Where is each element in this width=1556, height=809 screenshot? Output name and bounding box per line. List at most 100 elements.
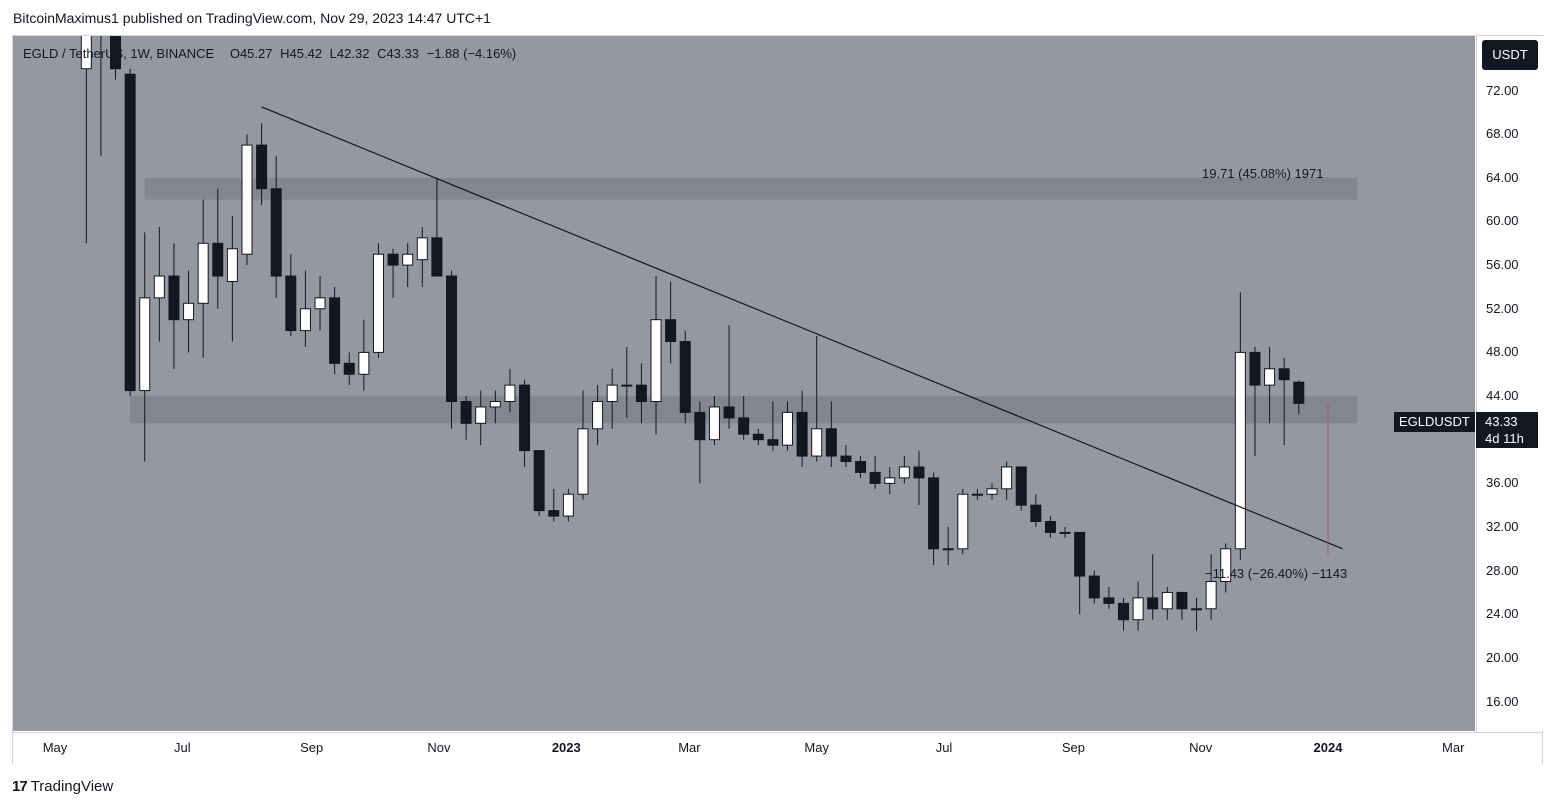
bullish-candle: [1059, 531, 1071, 534]
bearish-candle: [256, 144, 268, 190]
bullish-candle: [80, 36, 92, 70]
bullish-candle: [402, 253, 414, 266]
time-tick-label: 2023: [551, 740, 581, 755]
bearish-candle: [1088, 575, 1100, 599]
bullish-candle: [1191, 608, 1203, 611]
bullish-candle: [299, 308, 311, 332]
bullish-candle: [1001, 466, 1013, 490]
bullish-candle: [592, 401, 604, 430]
symbol-tag: EGLDUSDT: [1394, 412, 1475, 432]
bearish-candle: [533, 450, 545, 512]
footer-brand-text: TradingView: [30, 778, 114, 795]
bullish-candle: [577, 428, 589, 495]
bearish-candle: [96, 3, 106, 25]
price-tick-label: 56.00: [1486, 257, 1519, 273]
bullish-candle: [884, 477, 896, 484]
bearish-candle: [1030, 504, 1042, 523]
bearish-candle: [1074, 531, 1086, 577]
time-tick-label: 2024: [1313, 740, 1343, 755]
bearish-candle: [110, 36, 122, 70]
time-tick-label: Nov: [427, 740, 451, 755]
price-axis[interactable]: [1476, 36, 1543, 731]
legend-change: −1.88 (−4.16%): [426, 46, 517, 61]
bearish-candle: [270, 188, 282, 277]
legend-high: H45.42: [280, 46, 323, 61]
bearish-candle: [913, 466, 925, 479]
bullish-candle: [708, 406, 720, 441]
bearish-candle: [1015, 466, 1027, 506]
bearish-candle: [796, 411, 808, 457]
bullish-candle: [197, 242, 209, 304]
bullish-candle: [898, 466, 910, 479]
bearish-candle: [124, 73, 136, 392]
bullish-candle: [811, 428, 823, 457]
bullish-candle: [153, 275, 165, 299]
bullish-candle: [781, 411, 793, 446]
price-tick-label: 24.00: [1486, 606, 1519, 622]
legend-open: O45.27: [229, 46, 273, 61]
bearish-candle: [752, 433, 764, 441]
bearish-candle: [840, 455, 852, 463]
symbol-legend: EGLD / TetherUS, 1W, BINANCE O45.27 H45.…: [23, 46, 520, 61]
time-tick-label: Mar: [1442, 740, 1465, 755]
time-tick-label: Nov: [1189, 740, 1213, 755]
time-tick-label: Mar: [678, 740, 701, 755]
bearish-candle: [387, 253, 399, 266]
bullish-candle: [416, 237, 428, 261]
bearish-candle: [343, 362, 355, 375]
bullish-candle: [372, 253, 384, 353]
legend-low: L42.32: [329, 46, 370, 61]
plot-layer: [80, 3, 1358, 631]
price-tick-label: 48.00: [1486, 344, 1519, 360]
bullish-candle: [314, 297, 326, 310]
bullish-candle: [562, 493, 574, 517]
bearish-candle: [635, 384, 647, 403]
lower-measure-annotation: −11.43 (−26.40%) −1143: [1205, 566, 1348, 581]
bearish-candle: [825, 428, 837, 457]
time-tick-label: Jul: [935, 740, 953, 755]
bearish-candle: [679, 340, 691, 413]
price-tick-label: 32.00: [1486, 518, 1519, 534]
bullish-candle: [358, 351, 370, 375]
bullish-candle: [504, 384, 516, 403]
price-tick-label: 44.00: [1486, 388, 1519, 404]
bearish-candle: [446, 275, 458, 403]
bearish-candle: [1278, 368, 1290, 381]
price-tick-label: 16.00: [1486, 693, 1519, 709]
bullish-candle: [1161, 591, 1173, 610]
descending-trendline: [261, 106, 1343, 550]
bullish-candle: [1205, 581, 1217, 610]
bearish-candle: [1147, 597, 1159, 610]
price-tick-label: 52.00: [1486, 300, 1519, 316]
time-tick-label: May: [42, 740, 68, 755]
horizontal-zone-0: [144, 177, 1358, 200]
bullish-candle: [1220, 548, 1232, 583]
price-tick-label: 60.00: [1486, 213, 1519, 229]
footer-brand[interactable]: 17 TradingView: [12, 778, 113, 795]
currency-button[interactable]: USDT: [1482, 40, 1538, 70]
bullish-candle: [1264, 368, 1276, 386]
price-tick-label: 68.00: [1486, 126, 1519, 142]
price-tick-label: 28.00: [1486, 562, 1519, 578]
bearish-candle: [738, 417, 750, 435]
bearish-candle: [431, 237, 443, 277]
bearish-candle: [1044, 521, 1056, 533]
time-tick-label: Jul: [173, 740, 191, 755]
bearish-candle: [168, 275, 180, 321]
bullish-candle: [1132, 597, 1144, 621]
upper-measure-annotation: 19.71 (45.08%) 1971: [1202, 166, 1324, 181]
bearish-candle: [548, 510, 560, 517]
bullish-candle: [606, 384, 618, 403]
bearish-candle: [1103, 597, 1115, 604]
bullish-candle: [226, 248, 238, 282]
bearish-candle: [1176, 591, 1188, 610]
bearish-candle: [723, 406, 735, 419]
last-price-tag: 43.33 4d 11h: [1476, 412, 1538, 448]
legend-close: C43.33: [377, 46, 419, 61]
time-axis[interactable]: [13, 732, 1542, 764]
bullish-candle: [942, 548, 954, 551]
bullish-candle: [621, 384, 633, 387]
time-tick-label: May: [804, 740, 829, 755]
bullish-candle: [971, 493, 983, 496]
